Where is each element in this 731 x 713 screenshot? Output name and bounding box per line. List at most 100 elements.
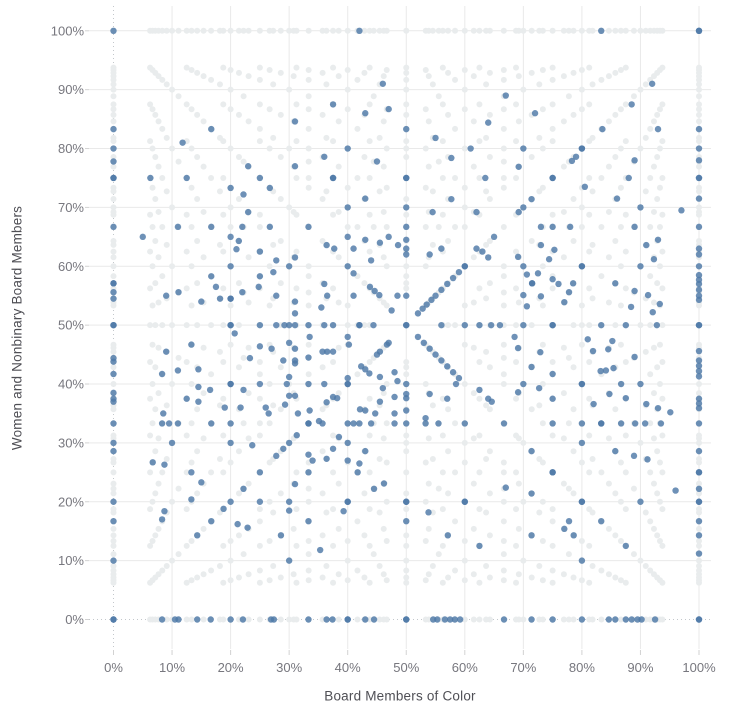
data-point[interactable] [606,390,613,398]
data-point[interactable] [373,158,381,165]
data-point[interactable] [356,321,363,329]
data-point[interactable] [432,134,439,142]
data-point[interactable] [597,367,604,375]
data-point[interactable] [403,245,410,252]
data-point[interactable] [631,157,638,164]
data-point[interactable] [449,369,457,376]
data-point[interactable] [110,280,117,287]
data-point[interactable] [654,236,662,243]
data-point[interactable] [520,145,527,152]
data-point[interactable] [394,241,402,249]
data-point[interactable] [147,174,154,182]
data-point[interactable] [461,263,468,270]
data-point[interactable] [578,420,586,427]
data-point[interactable] [188,496,195,503]
data-point[interactable] [350,420,357,427]
data-point[interactable] [528,195,535,203]
data-point[interactable] [234,520,241,528]
data-point[interactable] [456,616,464,623]
data-point[interactable] [244,163,252,170]
data-point[interactable] [265,410,272,417]
data-point[interactable] [644,456,651,463]
data-point[interactable] [291,254,299,261]
data-point[interactable] [452,380,460,388]
data-point[interactable] [149,459,156,466]
data-point[interactable] [438,286,445,294]
data-point[interactable] [305,380,312,388]
data-point[interactable] [449,274,457,282]
data-point[interactable] [366,283,374,291]
data-point[interactable] [422,414,429,422]
data-point[interactable] [255,283,262,291]
data-point[interactable] [598,27,605,34]
data-point[interactable] [570,532,577,539]
data-point[interactable] [455,268,463,276]
data-point[interactable] [648,80,656,87]
data-point[interactable] [598,321,605,329]
data-point[interactable] [356,406,364,413]
data-point[interactable] [569,280,577,287]
data-point[interactable] [256,469,264,476]
data-point[interactable] [476,542,483,550]
data-point[interactable] [641,420,649,427]
data-point[interactable] [110,517,117,525]
data-point[interactable] [695,400,703,407]
data-point[interactable] [403,407,410,414]
data-point[interactable] [438,357,445,364]
data-point[interactable] [515,163,522,170]
data-point[interactable] [403,251,410,258]
data-point[interactable] [394,292,401,299]
data-point[interactable] [285,507,293,514]
data-point[interactable] [420,339,428,347]
data-point[interactable] [423,301,430,308]
data-point[interactable] [344,439,351,447]
data-point[interactable] [285,439,293,447]
data-point[interactable] [319,420,326,427]
data-point[interactable] [549,420,556,427]
data-point[interactable] [239,223,246,231]
data-point[interactable] [183,174,190,182]
data-point[interactable] [434,616,441,623]
data-point[interactable] [362,447,369,455]
data-point[interactable] [549,321,556,329]
data-point[interactable] [344,145,351,152]
data-point[interactable] [309,457,316,464]
data-point[interactable] [537,223,545,231]
data-point[interactable] [305,616,312,623]
data-point[interactable] [367,257,375,264]
data-point[interactable] [654,125,662,133]
data-point[interactable] [291,321,299,329]
data-point[interactable] [345,341,353,348]
data-point[interactable] [285,321,293,329]
data-point[interactable] [485,119,492,126]
data-point[interactable] [110,358,117,365]
data-point[interactable] [231,330,238,337]
data-point[interactable] [425,509,432,516]
data-point[interactable] [520,263,527,270]
data-point[interactable] [537,241,545,249]
data-point[interactable] [528,532,535,539]
data-point[interactable] [643,241,650,249]
data-point[interactable] [162,292,170,299]
data-point[interactable] [388,307,395,314]
data-point[interactable] [695,263,703,270]
data-point[interactable] [344,457,351,464]
data-point[interactable] [446,616,454,623]
data-point[interactable] [520,380,527,388]
data-point[interactable] [578,616,586,623]
data-point[interactable] [239,616,247,623]
data-point[interactable] [479,248,486,255]
data-point[interactable] [385,339,392,347]
data-point[interactable] [362,195,369,202]
data-point[interactable] [482,174,489,182]
data-point[interactable] [183,395,190,402]
data-point[interactable] [609,337,616,345]
data-point[interactable] [549,370,556,378]
data-point[interactable] [266,223,274,231]
data-point[interactable] [110,370,117,378]
data-point[interactable] [195,366,202,373]
data-point[interactable] [194,532,201,539]
data-point[interactable] [695,174,703,182]
data-point[interactable] [285,392,293,399]
data-point[interactable] [220,505,227,513]
